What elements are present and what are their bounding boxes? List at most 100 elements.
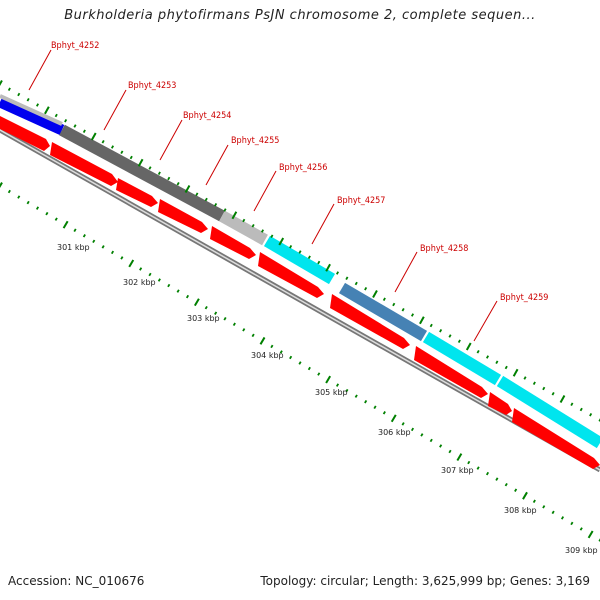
gene-bar-bphyt-4252-cap — [0, 94, 63, 126]
cds-arrow — [414, 346, 488, 398]
tick-mark — [62, 220, 69, 229]
tick-mark — [64, 119, 68, 123]
cds-ring — [0, 116, 600, 469]
map-title: Burkholderia phytofirmans PsJN chromosom… — [64, 8, 536, 23]
tick-mark — [439, 444, 443, 448]
tick-mark — [223, 208, 227, 212]
tick-mark — [242, 218, 246, 223]
outer-tick-marks — [0, 80, 600, 422]
gene-label: Bphyt_4256 — [279, 163, 327, 173]
tick-mark — [270, 234, 274, 238]
kbp-label: 303 kbp — [187, 314, 220, 323]
tick-mark — [82, 129, 86, 133]
tick-mark — [204, 197, 208, 202]
gene-label: Bphyt_4255 — [231, 136, 279, 146]
tick-mark — [35, 103, 40, 107]
gene-label: Bphyt_4253 — [128, 81, 176, 91]
tick-mark — [392, 302, 396, 307]
tick-mark — [364, 287, 368, 291]
tick-mark — [44, 106, 50, 115]
summary-text: Topology: circular; Length: 3,625,999 bp… — [260, 574, 590, 588]
gene-label: Bphyt_4254 — [183, 111, 231, 121]
tick-mark — [110, 250, 115, 255]
gene-bar-bphyt-4252 — [0, 96, 65, 136]
tick-mark — [335, 383, 340, 387]
cds-arrow — [0, 116, 50, 151]
tick-mark — [504, 482, 508, 487]
tick-mark — [372, 290, 378, 298]
cds-arrow — [158, 199, 208, 233]
cds-arrow — [488, 392, 512, 415]
tick-mark — [242, 328, 246, 332]
tick-mark — [410, 313, 415, 317]
kbp-label: 307 kbp — [441, 466, 474, 475]
tick-mark — [570, 402, 574, 406]
tick-mark — [204, 305, 208, 310]
tick-mark — [185, 294, 190, 299]
tick-mark — [176, 182, 180, 186]
tick-mark — [504, 365, 508, 370]
cds-arrow — [330, 294, 410, 349]
inner-tick-marks — [0, 182, 600, 542]
tick-mark — [223, 317, 227, 321]
tick-mark — [457, 339, 461, 343]
gene-label: Bphyt_4258 — [420, 244, 468, 254]
tick-mark — [429, 323, 433, 328]
tick-mark — [512, 368, 519, 377]
gene-bar-bphyt-4256 — [263, 235, 336, 285]
cds-arrow — [512, 408, 600, 469]
tick-mark — [167, 283, 171, 288]
gene-label: Bphyt_4259 — [500, 293, 548, 303]
tick-mark — [7, 87, 11, 91]
tick-mark — [120, 150, 124, 154]
tick-mark — [278, 237, 285, 246]
cds-arrow — [50, 142, 118, 186]
tick-mark — [45, 211, 49, 216]
tick-mark — [73, 228, 77, 232]
tick-mark — [448, 334, 452, 338]
tick-mark — [467, 460, 471, 465]
tick-mark — [148, 166, 152, 170]
tick-mark — [354, 281, 358, 286]
tick-mark — [157, 278, 161, 282]
kbp-label: 304 kbp — [251, 351, 284, 360]
tick-mark — [495, 477, 499, 481]
tick-mark — [465, 342, 472, 351]
tick-mark — [195, 192, 199, 196]
tick-mark — [0, 182, 3, 188]
tick-mark — [148, 272, 152, 277]
cds-arrow — [258, 252, 324, 298]
tick-mark — [54, 113, 58, 118]
tick-mark — [184, 185, 191, 193]
tick-mark — [232, 322, 236, 327]
tick-mark — [298, 250, 302, 254]
tick-mark — [307, 255, 311, 259]
tick-mark — [589, 413, 593, 417]
tick-mark — [317, 372, 321, 376]
tick-mark — [325, 375, 332, 384]
tick-mark — [129, 155, 133, 160]
tick-mark — [7, 189, 11, 194]
tick-mark — [542, 386, 546, 391]
kbp-label: 309 kbp — [565, 546, 598, 555]
gene-label: Bphyt_4252 — [51, 41, 99, 51]
gene-bar-bphyt-4258 — [338, 282, 428, 342]
tick-mark — [579, 527, 583, 531]
tick-mark — [495, 360, 499, 364]
accession-text: Accession: NC_010676 — [8, 574, 145, 588]
tick-mark — [214, 311, 218, 315]
tick-mark — [298, 361, 302, 365]
tick-mark — [570, 521, 574, 526]
tick-mark — [410, 427, 415, 432]
tick-mark — [251, 224, 255, 228]
tick-mark — [289, 245, 293, 249]
tick-mark — [382, 297, 386, 301]
tick-mark — [17, 195, 21, 199]
kbp-labels: 301 kbp 302 kbp 303 kbp 304 kbp 305 kbp … — [57, 243, 598, 555]
tick-mark — [317, 260, 321, 265]
tick-mark — [260, 229, 265, 233]
tick-mark — [587, 530, 594, 539]
kbp-label: 301 kbp — [57, 243, 90, 252]
tick-mark — [279, 350, 283, 354]
